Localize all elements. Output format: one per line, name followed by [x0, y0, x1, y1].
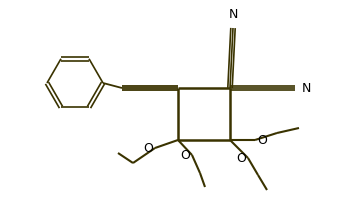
Text: O: O [143, 142, 153, 155]
Text: N: N [302, 82, 311, 95]
Text: O: O [180, 149, 190, 162]
Text: O: O [236, 151, 246, 164]
Text: N: N [228, 8, 238, 21]
Text: O: O [257, 134, 267, 146]
